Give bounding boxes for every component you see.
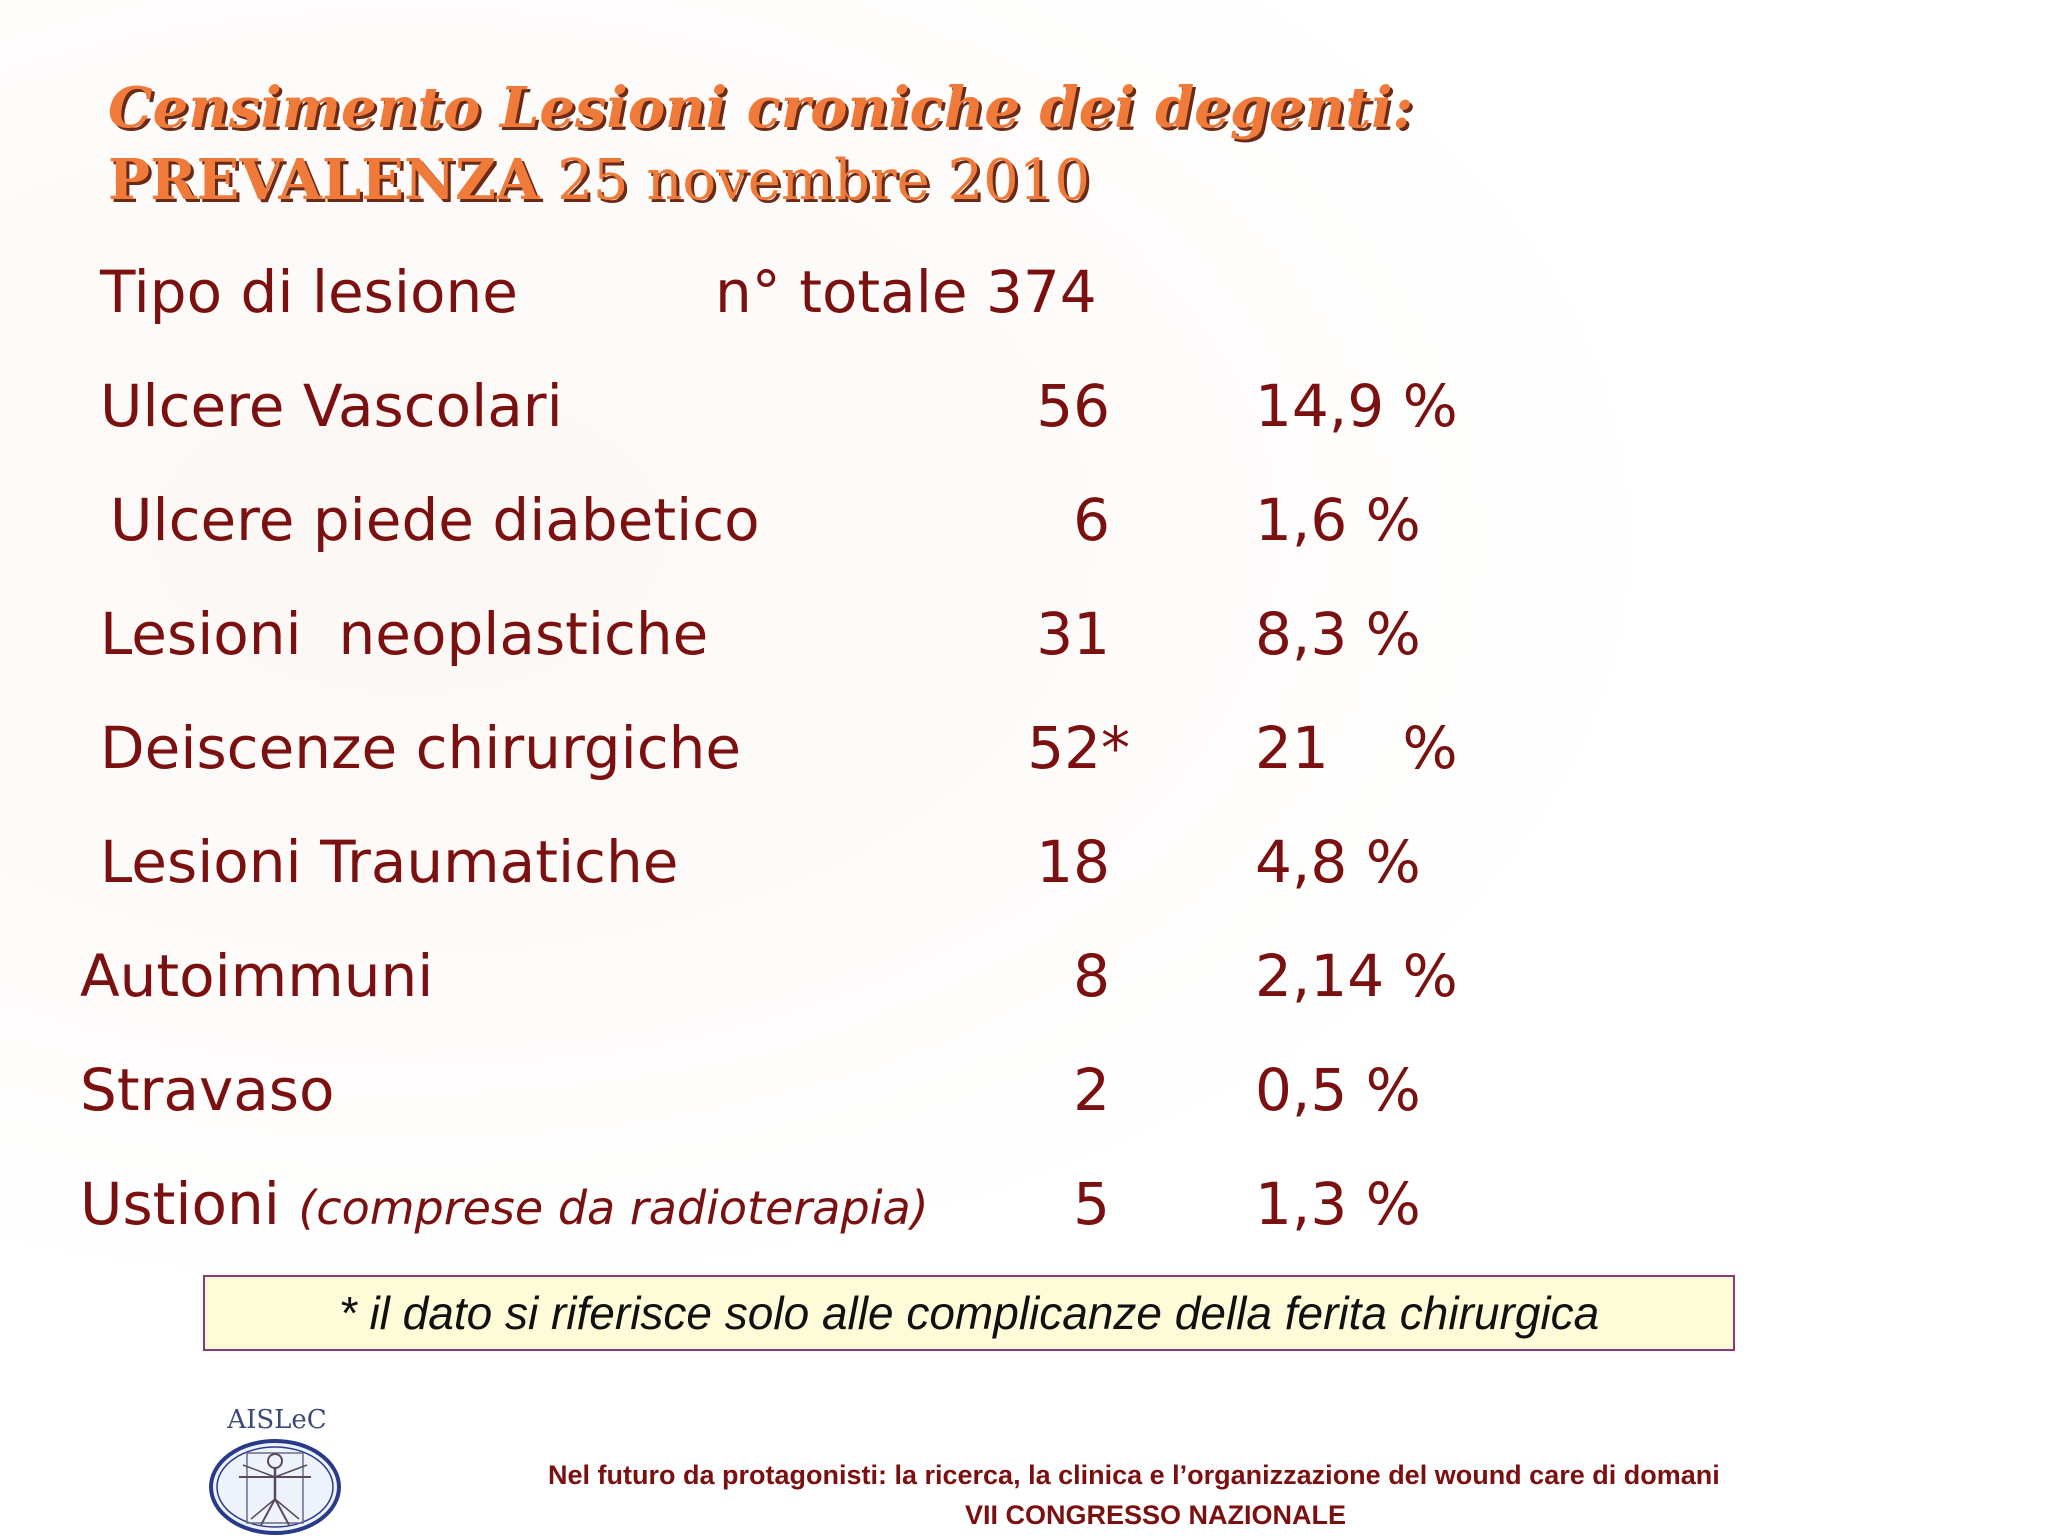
title-date: 25 novembre 2010 [539,148,1091,213]
row-count: 5 [1073,1170,1110,1238]
table-row: Ustioni (comprese da radioterapia) 5 1,3… [0,1164,2048,1244]
row-count: 6 [1073,486,1110,554]
row-label: Stravaso [80,1056,335,1124]
row-percent: 1,3 % [1255,1170,1421,1238]
table-header: Tipo di lesione n° totale 374 [0,252,2048,332]
header-total-label: n° totale 374 [715,258,1097,326]
table-row: Lesioni neoplastiche 31 8,3 % [0,594,2048,674]
footnote-box: * il dato si riferisce solo alle complic… [203,1275,1735,1351]
table-row: Ulcere piede diabetico 6 1,6 % [0,480,2048,560]
row-label-note: (comprese da radioterapia) [298,1181,929,1235]
slide-title-line-1: Censimento Lesioni croniche dei degenti: [108,75,1414,141]
table-row: Stravaso 2 0,5 % [0,1050,2048,1130]
footer-tagline: Nel futuro da protagonisti: la ricerca, … [548,1460,1720,1490]
slide-title-line-2: PREVALENZA 25 novembre 2010 [108,144,1090,217]
row-count: 52* [1027,714,1130,782]
row-count: 8 [1073,942,1110,1010]
vitruvian-man-icon [209,1439,341,1535]
row-label: Ulcere piede diabetico [110,486,760,554]
row-percent: 1,6 % [1255,486,1421,554]
row-label: Ulcere Vascolari [100,372,563,440]
logo-text: AISLeC [227,1405,327,1435]
row-count: 56 [1036,372,1110,440]
row-percent: 21 % [1255,714,1458,782]
row-count: 31 [1036,600,1110,668]
table-row: Ulcere Vascolari 56 14,9 % [0,366,2048,446]
row-label: Deiscenze chirurgiche [100,714,742,782]
row-count: 2 [1073,1056,1110,1124]
row-label-group: Ustioni (comprese da radioterapia) [80,1164,929,1248]
title-prevalenza: PREVALENZA [108,147,540,213]
row-label: Autoimmuni [80,942,434,1010]
header-type-label: Tipo di lesione [100,258,518,326]
table-row: Lesioni Traumatiche 18 4,8 % [0,822,2048,902]
row-percent: 8,3 % [1255,600,1421,668]
row-label: Lesioni neoplastiche [100,600,709,668]
row-label: Lesioni Traumatiche [100,828,679,896]
row-label: Ustioni [80,1170,280,1238]
row-percent: 0,5 % [1255,1056,1421,1124]
row-percent: 2,14 % [1255,942,1458,1010]
table-row: Deiscenze chirurgiche 52* 21 % [0,708,2048,788]
table-row: Autoimmuni 8 2,14 % [0,936,2048,1016]
footer-congress: VII CONGRESSO NAZIONALE [965,1500,1347,1530]
logo: AISLeC [205,1405,345,1536]
row-percent: 14,9 % [1255,372,1458,440]
row-percent: 4,8 % [1255,828,1421,896]
row-count: 18 [1036,828,1110,896]
